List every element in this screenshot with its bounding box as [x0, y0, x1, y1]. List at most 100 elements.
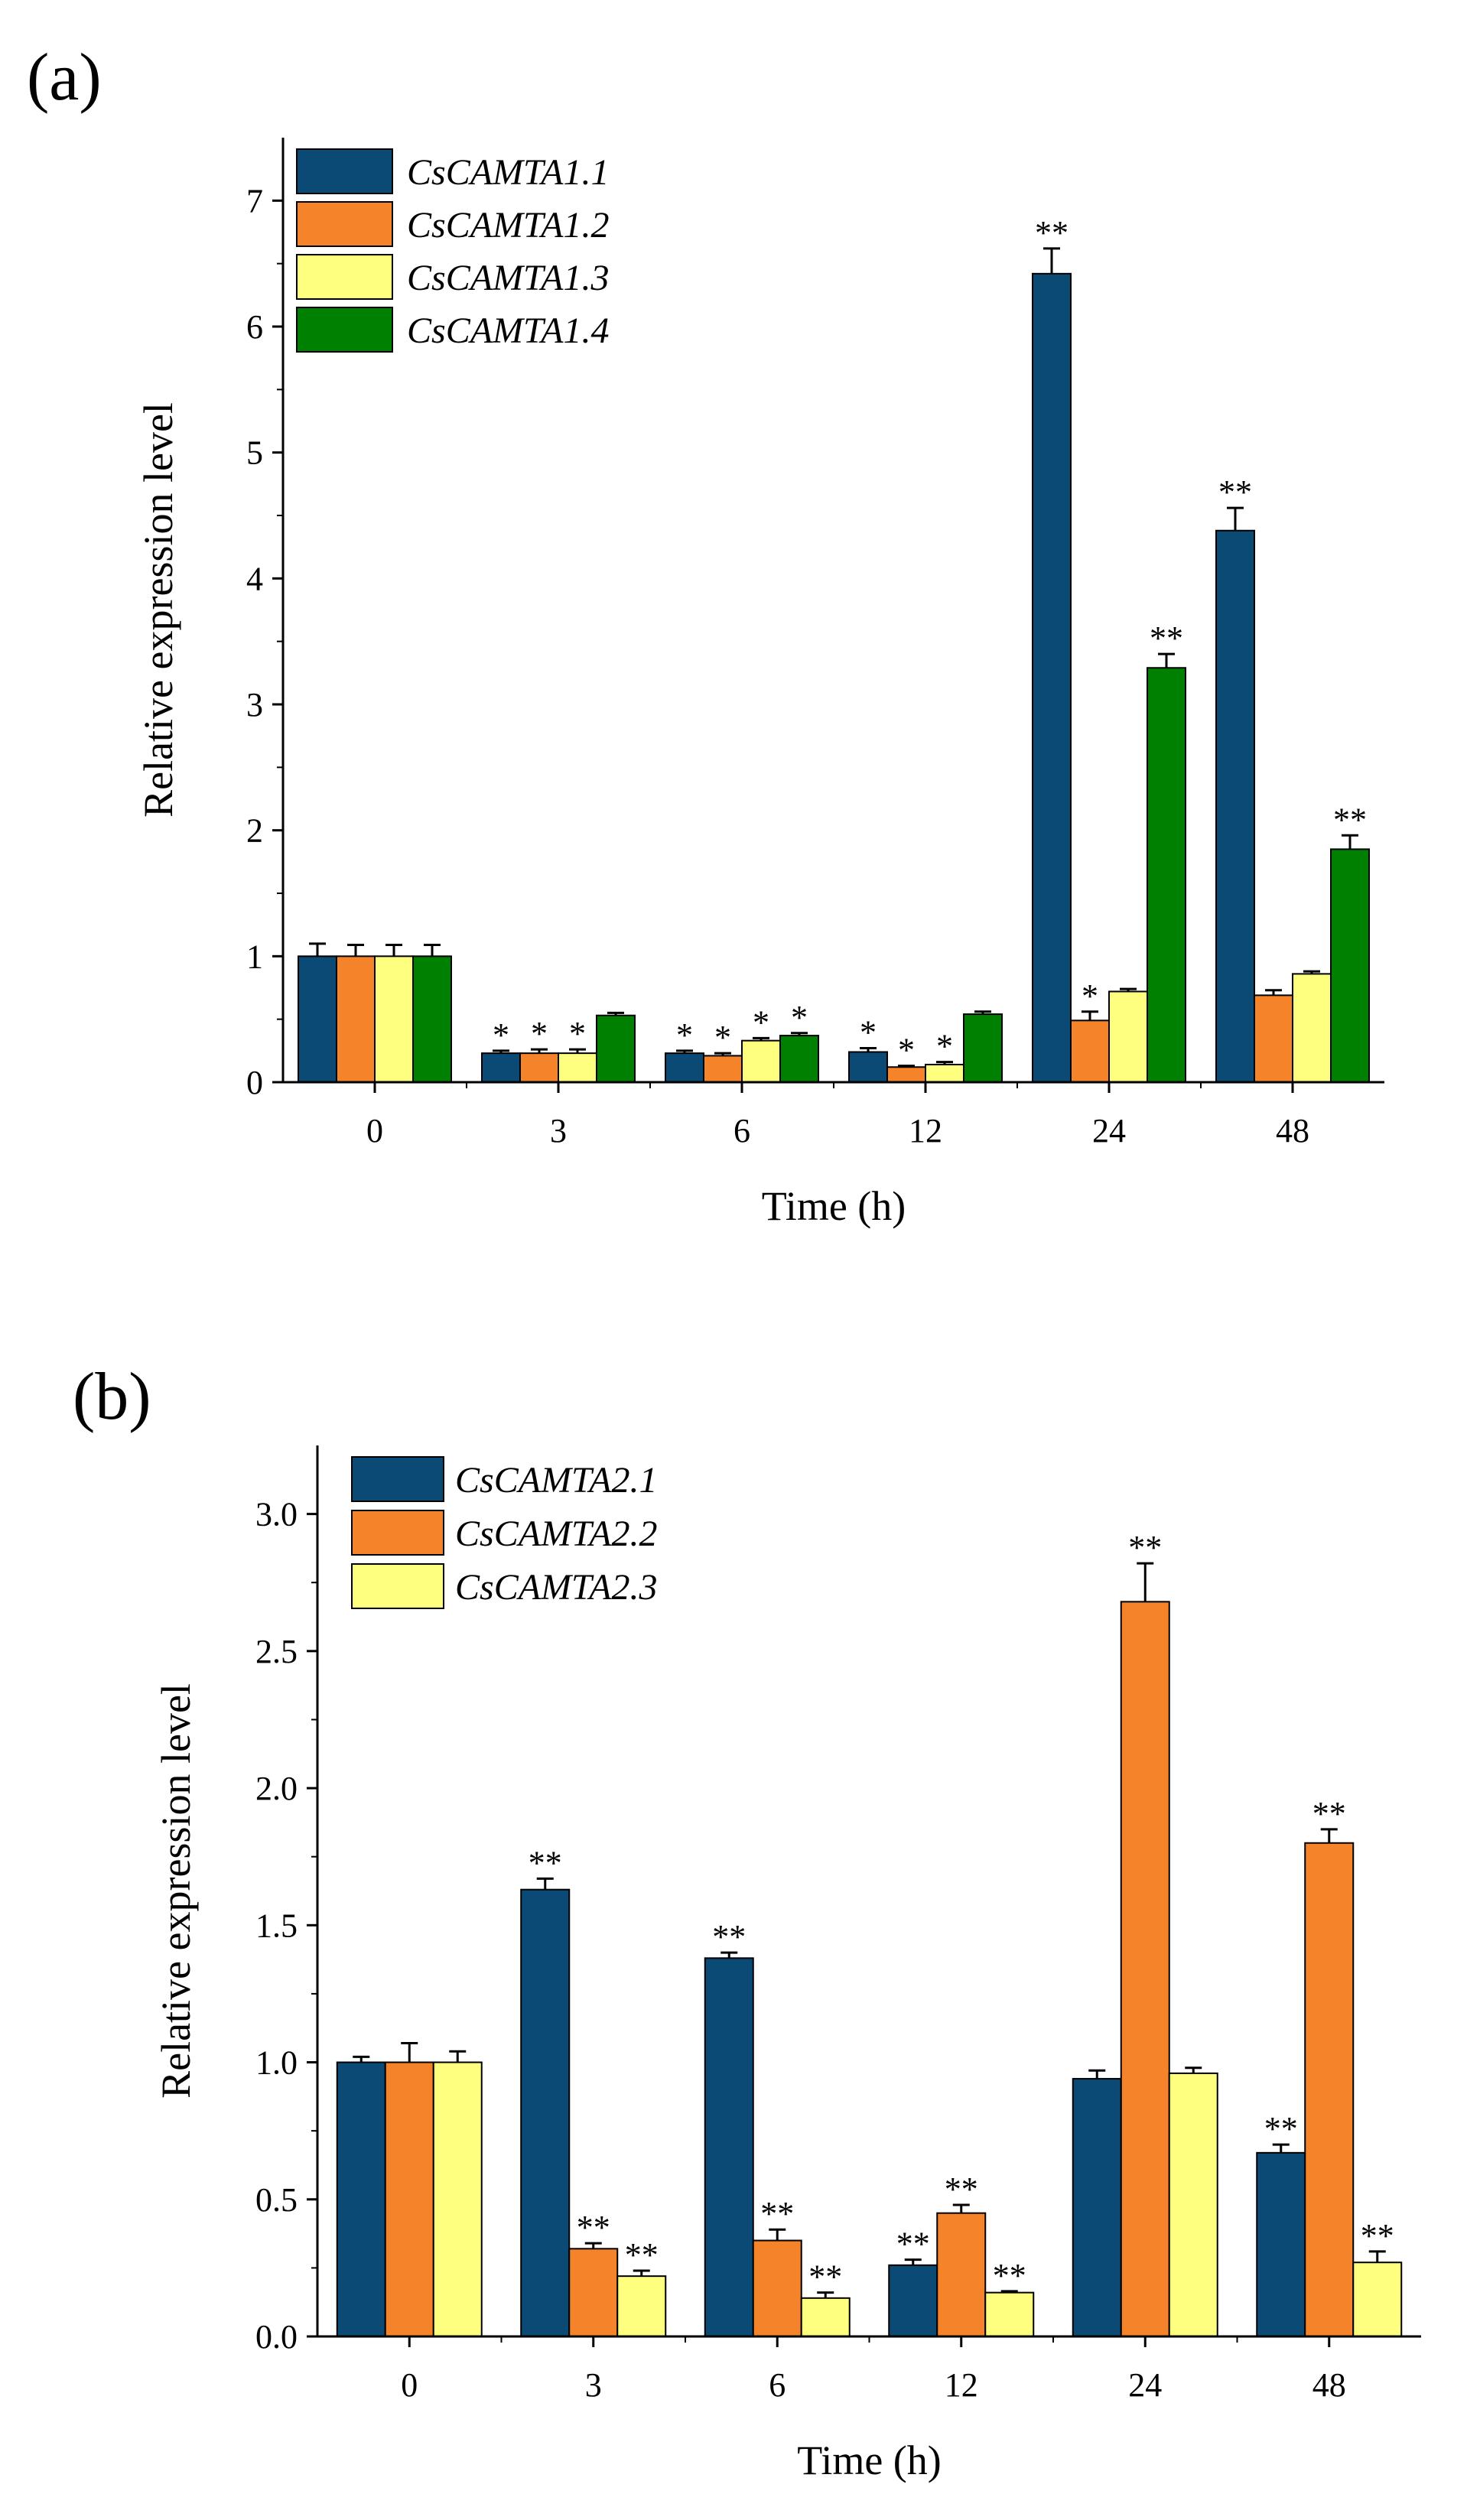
- significance-mark: **: [1312, 1795, 1346, 1832]
- significance-mark: **: [712, 1918, 746, 1956]
- bar: [432, 2061, 483, 2338]
- significance-mark: *: [676, 1016, 693, 1054]
- significance-mark: *: [860, 1014, 877, 1052]
- y-tick-label: 7: [246, 182, 263, 219]
- significance-mark: **: [1128, 1529, 1162, 1566]
- x-tick-label: 6: [733, 1112, 750, 1149]
- significance-mark: *: [1082, 977, 1098, 1015]
- significance-mark: **: [896, 2226, 930, 2263]
- x-tick-label: 3: [550, 1112, 567, 1149]
- bar: [741, 1039, 781, 1084]
- bar: [886, 1066, 926, 1083]
- x-tick-label: 6: [769, 2366, 786, 2404]
- y-tick-label: 1.0: [255, 2044, 298, 2082]
- significance-mark: *: [936, 1028, 953, 1065]
- x-tick-label: 3: [585, 2366, 602, 2404]
- significance-mark: *: [493, 1016, 509, 1054]
- legend-entry: CsCAMTA2.3: [455, 1567, 657, 1608]
- significance-mark: **: [993, 2257, 1026, 2294]
- significance-mark: **: [945, 2170, 978, 2208]
- y-tick-label: 0.0: [255, 2318, 298, 2356]
- bar: [1032, 272, 1072, 1084]
- bar: [1108, 990, 1148, 1083]
- bar: [374, 955, 414, 1084]
- bar: [519, 1052, 559, 1084]
- bar: [703, 1055, 743, 1084]
- bar: [1304, 1842, 1355, 2338]
- y-tick-label: 5: [246, 434, 263, 472]
- significance-mark: **: [577, 2209, 610, 2246]
- bar: [752, 2239, 802, 2338]
- significance-mark: *: [898, 1032, 915, 1069]
- y-tick-label: 1: [246, 938, 263, 975]
- bar: [1256, 2151, 1306, 2338]
- significance-mark: **: [1361, 2217, 1394, 2255]
- significance-mark: *: [569, 1015, 586, 1052]
- legend-entry: CsCAMTA2.1: [455, 1460, 657, 1501]
- x-tick-label: 12: [909, 1112, 942, 1149]
- bar: [1254, 994, 1293, 1084]
- y-tick-label: 0.5: [255, 2181, 298, 2219]
- legend-entry: CsCAMTA1.2: [407, 205, 609, 245]
- bar: [412, 955, 452, 1084]
- bar: [1330, 848, 1370, 1084]
- bar: [1070, 1019, 1110, 1084]
- x-tick-label: 48: [1276, 1112, 1309, 1149]
- bar: [596, 1014, 636, 1084]
- significance-mark: **: [1333, 801, 1367, 838]
- y-tick-label: 2.0: [255, 1770, 298, 1807]
- x-tick-label: 0: [401, 2366, 418, 2404]
- bar: [384, 2061, 434, 2338]
- bar: [984, 2291, 1035, 2338]
- legend-swatch: [296, 307, 393, 353]
- bar: [616, 2275, 667, 2337]
- y-tick-label: 0: [246, 1064, 263, 1101]
- y-tick-label: 3.0: [255, 1496, 298, 1533]
- y-axis-title: Relative expression level: [153, 1683, 199, 2099]
- legend-swatch: [296, 254, 393, 300]
- y-tick-label: 1.5: [255, 1907, 298, 1944]
- significance-mark: *: [531, 1015, 548, 1052]
- bar: [1120, 1601, 1170, 2337]
- significance-mark: **: [760, 2195, 794, 2232]
- significance-mark: **: [1264, 2110, 1298, 2148]
- bar: [336, 2061, 386, 2338]
- significance-mark: **: [1218, 473, 1252, 511]
- y-axis-title: Relative expression level: [135, 402, 181, 818]
- bar: [936, 2212, 987, 2338]
- y-tick-label: 2.5: [255, 1633, 298, 1670]
- y-tick-label: 6: [246, 308, 263, 346]
- bar: [888, 2264, 938, 2338]
- bar: [848, 1051, 888, 1083]
- significance-mark: *: [753, 1003, 769, 1041]
- legend-swatch: [351, 1456, 444, 1502]
- legend-swatch: [351, 1510, 444, 1556]
- x-tick-label: 48: [1312, 2366, 1346, 2404]
- legend-entry: CsCAMTA1.4: [407, 311, 609, 351]
- bar: [568, 2248, 619, 2337]
- legend-entry: CsCAMTA1.1: [407, 152, 609, 193]
- x-tick-label: 24: [1092, 1112, 1126, 1149]
- bar: [963, 1013, 1003, 1083]
- significance-mark: **: [1150, 619, 1183, 657]
- bar: [336, 955, 376, 1084]
- legend-entry: CsCAMTA2.2: [455, 1514, 657, 1554]
- bar: [704, 1957, 754, 2337]
- y-tick-label: 2: [246, 812, 263, 850]
- bar: [481, 1052, 521, 1084]
- bar: [558, 1052, 597, 1084]
- significance-mark: **: [625, 2236, 659, 2274]
- panel-label: (b): [73, 1360, 151, 1434]
- bar: [800, 2297, 851, 2338]
- legend-swatch: [351, 1563, 444, 1609]
- significance-mark: *: [714, 1019, 731, 1056]
- legend-swatch: [296, 201, 393, 247]
- y-tick-label: 4: [246, 560, 263, 597]
- x-tick-label: 12: [945, 2366, 978, 2404]
- x-tick-label: 24: [1128, 2366, 1162, 2404]
- bar: [1352, 2261, 1403, 2337]
- x-axis-title: Time (h): [797, 2437, 942, 2483]
- bar: [1147, 667, 1186, 1083]
